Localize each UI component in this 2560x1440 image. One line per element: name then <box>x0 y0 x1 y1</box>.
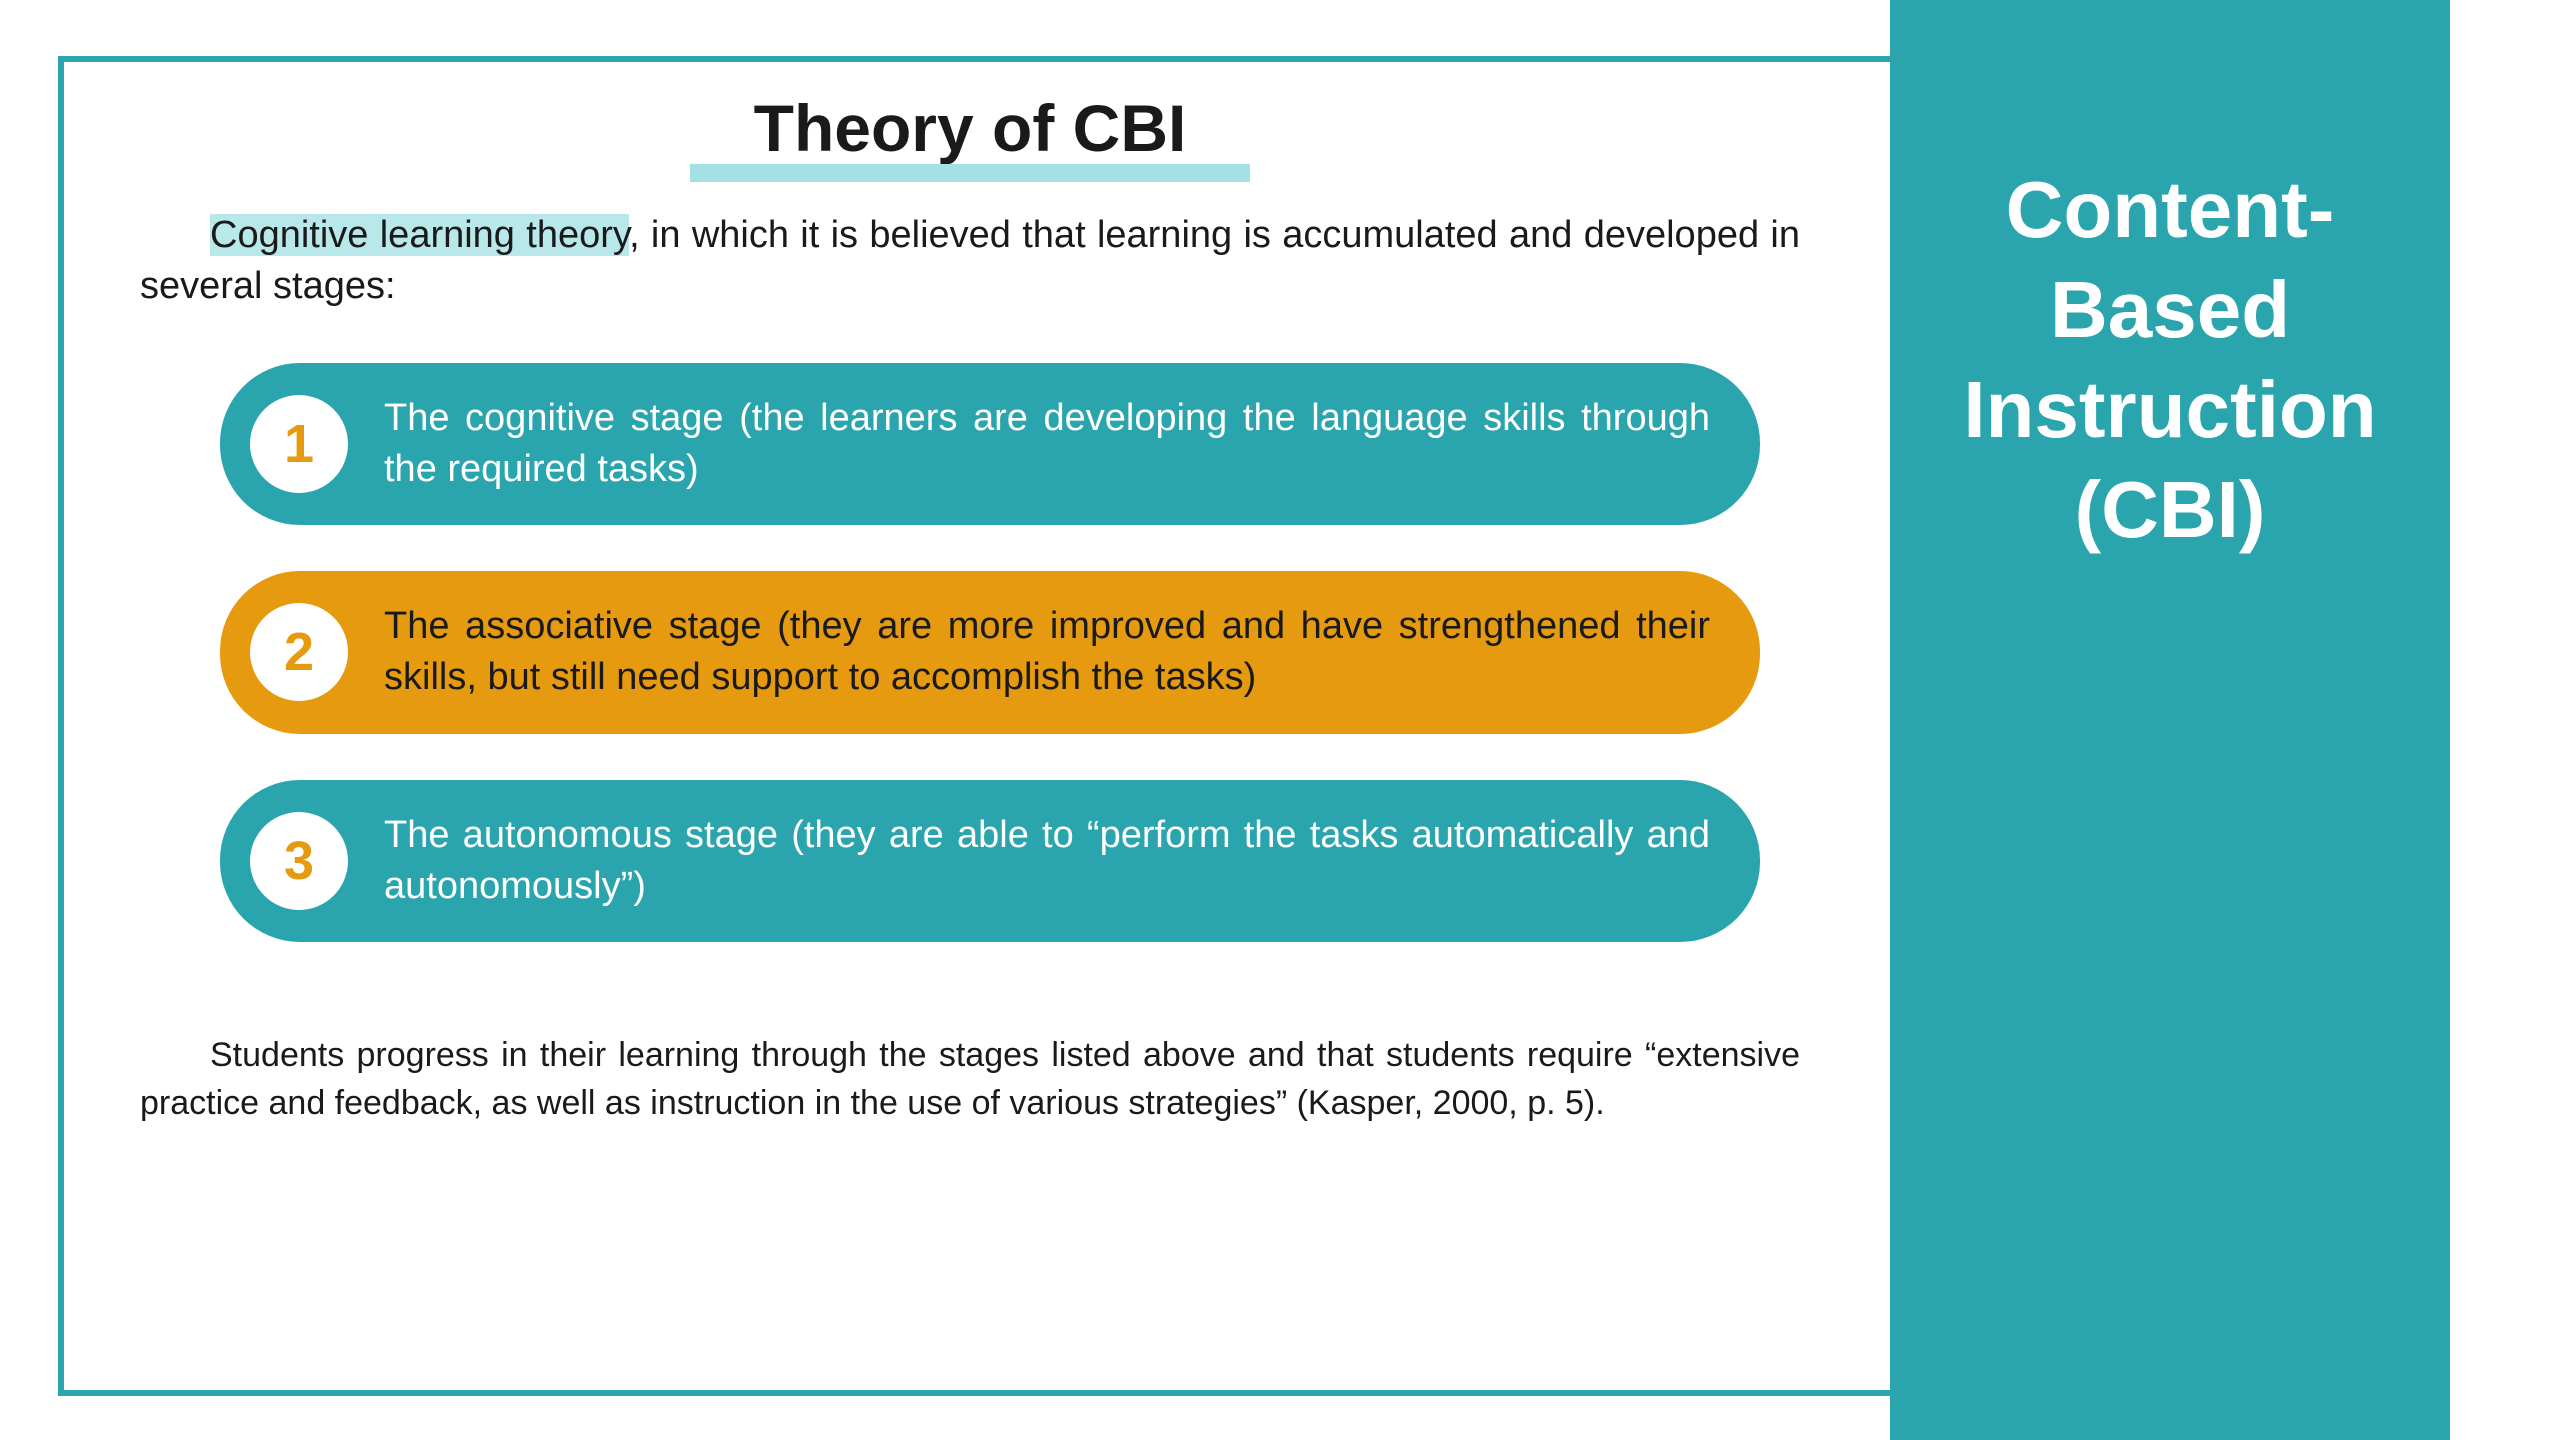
stage-text: The autonomous stage (they are able to “… <box>384 810 1710 913</box>
title-container: Theory of CBI <box>100 90 1840 170</box>
stage-item: 1 The cognitive stage (the learners are … <box>220 363 1760 526</box>
main-content: Theory of CBI Cognitive learning theory,… <box>100 90 1840 1128</box>
slide-title: Theory of CBI <box>736 90 1205 170</box>
stage-text: The cognitive stage (the learners are de… <box>384 393 1710 496</box>
intro-highlight: Cognitive learning theory <box>210 214 629 256</box>
stage-item: 3 The autonomous stage (they are able to… <box>220 780 1760 943</box>
sidebar-title: Content-Based Instruction (CBI) <box>1890 160 2450 560</box>
title-underline <box>690 164 1250 182</box>
footnote: Students progress in their learning thro… <box>140 1032 1800 1127</box>
sidebar-panel: Content-Based Instruction (CBI) <box>1890 0 2450 1440</box>
stage-number: 2 <box>250 603 348 701</box>
intro-paragraph: Cognitive learning theory, in which it i… <box>140 210 1800 313</box>
stage-item: 2 The associative stage (they are more i… <box>220 571 1760 734</box>
stages-list: 1 The cognitive stage (the learners are … <box>220 363 1760 943</box>
stage-number: 3 <box>250 812 348 910</box>
stage-number: 1 <box>250 395 348 493</box>
stage-text: The associative stage (they are more imp… <box>384 601 1710 704</box>
